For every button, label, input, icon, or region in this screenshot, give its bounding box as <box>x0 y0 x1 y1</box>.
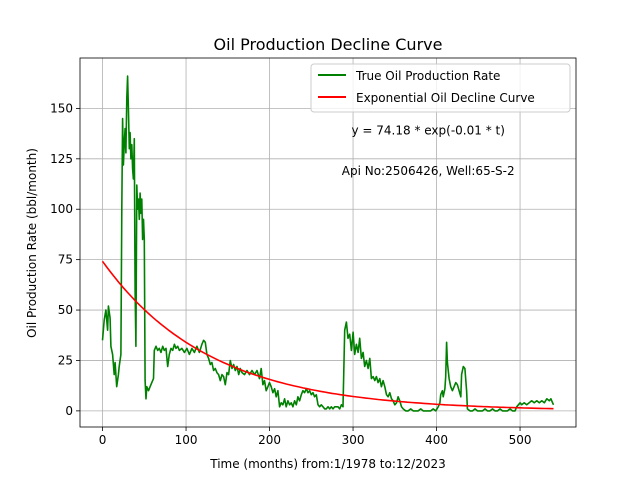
y-tick-label: 50 <box>58 303 73 317</box>
y-axis-label: Oil Production Rate (bbl/month) <box>25 148 39 338</box>
x-axis-ticks: 0 100 200 300 400 500 <box>99 427 532 447</box>
legend-label-fit: Exponential Oil Decline Curve <box>356 91 535 105</box>
legend-box <box>310 63 571 113</box>
x-tick-label: 300 <box>342 433 365 447</box>
fit-equation-annotation: y = 74.18 * exp(-0.01 * t) <box>351 124 504 138</box>
chart-title: Oil Production Decline Curve <box>214 35 443 54</box>
y-tick-label: 25 <box>58 353 73 367</box>
y-tick-label: 0 <box>65 404 73 418</box>
plot-frame <box>79 57 577 428</box>
x-tick-label: 200 <box>258 433 281 447</box>
x-tick-label: 0 <box>99 433 107 447</box>
plot-border <box>79 57 577 428</box>
chart-legend: True Oil Production Rate Exponential Oil… <box>310 63 571 113</box>
y-axis-ticks: 0 25 50 75 100 125 150 <box>50 101 80 418</box>
y-tick-label: 75 <box>58 253 73 267</box>
legend-label-observed: True Oil Production Rate <box>355 69 500 83</box>
annotations: y = 74.18 * exp(-0.01 * t) Api No:2506426… <box>342 124 515 178</box>
x-tick-label: 100 <box>175 433 198 447</box>
x-axis-label: Time (months) from:1/1978 to:12/2023 <box>209 457 446 471</box>
y-tick-label: 150 <box>50 101 73 115</box>
y-tick-label: 100 <box>50 202 73 216</box>
well-info-annotation: Api No:2506426, Well:65-S-2 <box>342 164 515 178</box>
series-layer <box>101 75 555 412</box>
x-tick-label: 500 <box>509 433 532 447</box>
true-production-rate-line <box>101 75 555 412</box>
y-tick-label: 125 <box>50 152 73 166</box>
exponential-decline-curve-line <box>101 260 554 410</box>
x-tick-label: 400 <box>425 433 448 447</box>
